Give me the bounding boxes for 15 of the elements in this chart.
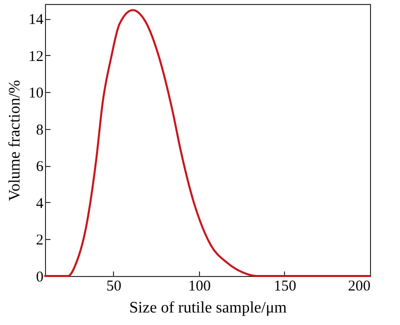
y-tick-label: 8 bbox=[36, 122, 44, 138]
y-tick-label: 2 bbox=[36, 232, 44, 249]
y-axis-title: Volume fraction/% bbox=[6, 80, 24, 202]
y-tick-label: 10 bbox=[28, 86, 44, 102]
x-tick-label: 150 bbox=[274, 278, 296, 294]
x-tick-label: 50 bbox=[106, 278, 122, 294]
line-series bbox=[44, 9, 371, 277]
x-tick-label: 100 bbox=[188, 278, 211, 294]
y-tick-label: 0 bbox=[36, 270, 44, 286]
y-tick-label: 4 bbox=[36, 196, 44, 212]
y-tick-label: 12 bbox=[28, 48, 44, 65]
y-tick-label: 6 bbox=[36, 159, 44, 176]
x-tick-label: 200 bbox=[348, 278, 370, 294]
x-axis-title: Size of rutile sample/μm bbox=[129, 300, 288, 316]
y-tick-label: 14 bbox=[28, 12, 44, 28]
